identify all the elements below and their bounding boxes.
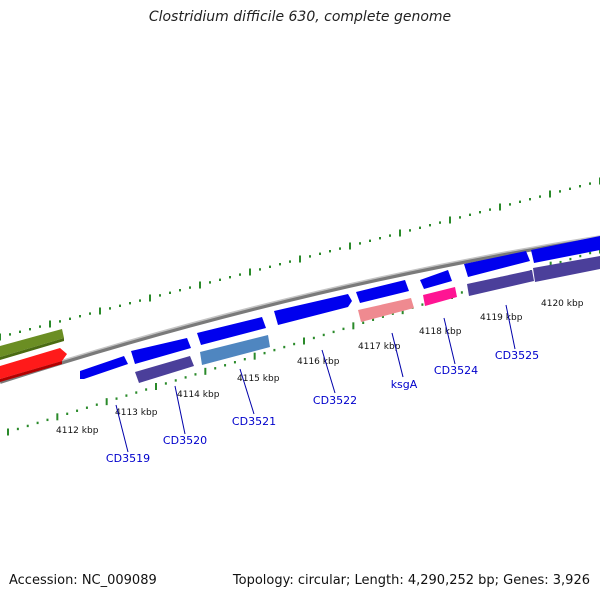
- gene-label-cd3520[interactable]: CD3520: [163, 434, 207, 447]
- gene-label-ksga[interactable]: ksgA: [391, 378, 418, 391]
- forward-gene-arrow: [464, 251, 530, 277]
- map-title: Clostridium difficile 630, complete geno…: [148, 9, 452, 25]
- leader-line: [505, 304, 516, 350]
- ruler-label: 4115 kbp: [237, 374, 280, 384]
- forward-gene-arrow: [197, 317, 266, 345]
- genome-summary: Topology: circular; Length: 4,290,252 bp…: [232, 573, 590, 588]
- forward-gene-arrow: [274, 294, 352, 325]
- red-gene-shadow: [0, 361, 62, 382]
- leader-line: [239, 368, 255, 415]
- olive-gene-shadow: [0, 338, 64, 360]
- genome-backbone: [0, 236, 600, 384]
- forward-gene-arrow: [531, 236, 600, 263]
- red-gene-arrow: [0, 348, 67, 379]
- ruler-label: 4114 kbp: [177, 390, 220, 400]
- ruler-label: 4119 kbp: [480, 313, 523, 323]
- reverse-gene-arrow: [135, 356, 194, 383]
- outer-tick-track: [0, 177, 600, 341]
- accession-label: Accession: NC_009089: [9, 573, 157, 588]
- leader-line: [174, 385, 186, 435]
- leader-line: [115, 404, 129, 453]
- leader-line: [321, 349, 336, 394]
- genome-backbone-highlight: [0, 235, 600, 381]
- forward-gene-arrow: [420, 270, 452, 289]
- gene-label-cd3521[interactable]: CD3521: [232, 415, 276, 428]
- gene-label-cd3519[interactable]: CD3519: [106, 452, 150, 465]
- gene-labels: CD3519 CD3520 CD3521 CD3522 ksgA CD3524 …: [106, 349, 539, 465]
- gene-label-cd3525[interactable]: CD3525: [495, 349, 539, 362]
- ruler-label: 4117 kbp: [358, 342, 401, 352]
- ruler-label: 4112 kbp: [56, 426, 99, 436]
- magenta-gene-arrow: [423, 287, 457, 306]
- ruler-label: 4113 kbp: [115, 408, 158, 418]
- olive-gene-arrow: [0, 329, 64, 357]
- ruler-label: 4118 kbp: [419, 327, 462, 337]
- reverse-gene-arrow: [533, 256, 600, 282]
- reverse-gene-arrow: [467, 270, 534, 296]
- forward-gene-arrow: [131, 338, 191, 364]
- gene-label-cd3522[interactable]: CD3522: [313, 394, 357, 407]
- forward-gene-arrow: [80, 356, 128, 379]
- ruler-label: 4120 kbp: [541, 299, 584, 309]
- ruler-label: 4116 kbp: [297, 357, 340, 367]
- ruler-labels: 4112 kbp 4113 kbp 4114 kbp 4115 kbp 4116…: [56, 299, 584, 436]
- forward-gene-arrow: [356, 280, 409, 303]
- leader-line: [443, 317, 456, 365]
- gene-label-leaders: [115, 304, 516, 453]
- pink-gene-arrow: [358, 298, 414, 322]
- steelblue-gene-arrow: [200, 335, 270, 365]
- gene-label-cd3524[interactable]: CD3524: [434, 364, 478, 377]
- leader-line: [391, 332, 404, 378]
